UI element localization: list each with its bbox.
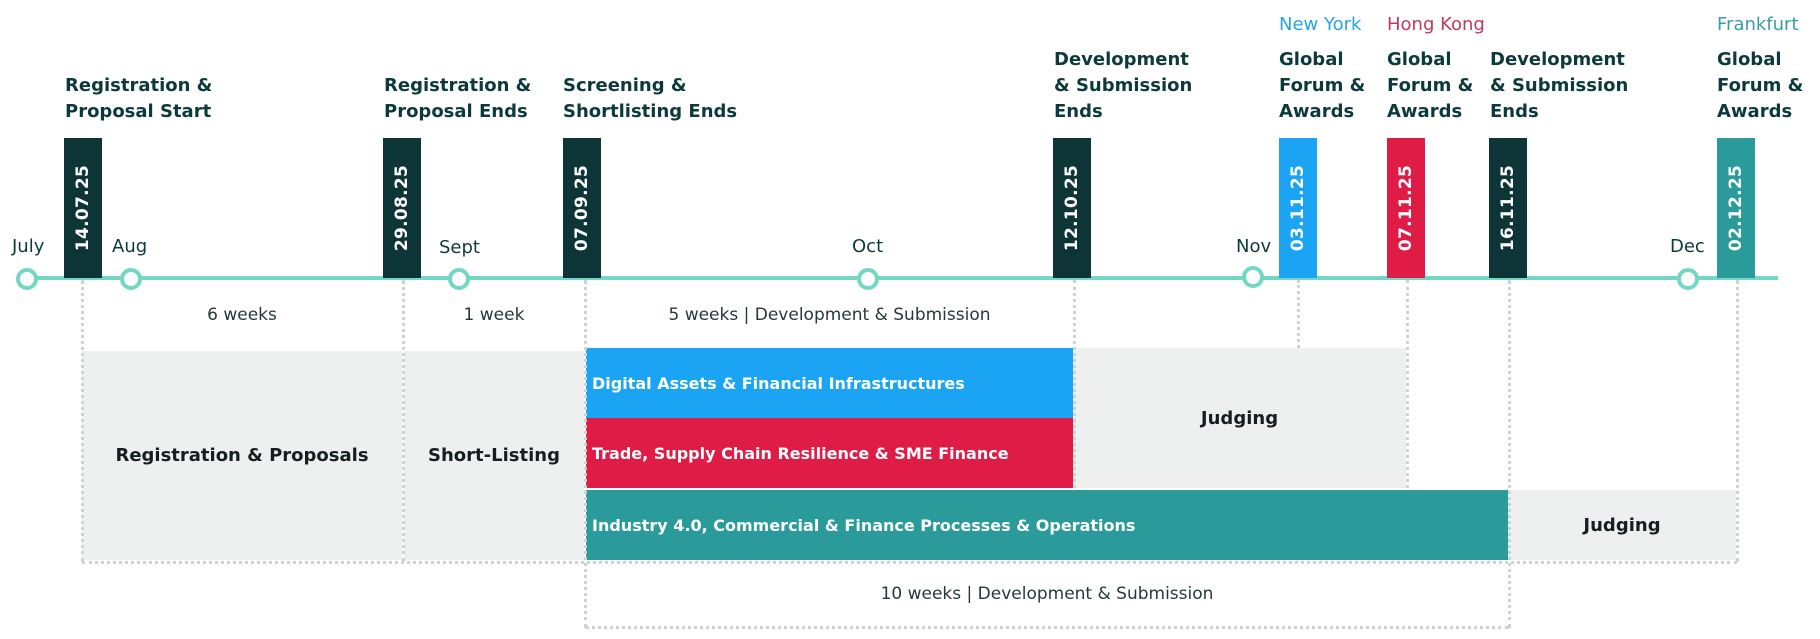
milestone-bar-registration-ends: 29.08.25 [383, 138, 421, 278]
milestone-title-forum-frankfurt: Global Forum & Awards [1717, 49, 1804, 122]
phase-label-judging-2: Judging [1583, 514, 1661, 536]
milestone-title-development-ends-1: Development & Submission Ends [1054, 49, 1193, 122]
month-label-nov: Nov [1236, 236, 1272, 257]
phase-label-registration: Registration & Proposals [115, 445, 369, 466]
duration-shortlisting: 1 week [463, 305, 525, 325]
milestone-bar-development-ends-1: 12.10.25 [1053, 138, 1091, 278]
milestone-title-forum-new-york: Global Forum & Awards [1279, 49, 1366, 122]
month-label-oct: Oct [852, 236, 884, 257]
phase-label-shortlisting: Short-Listing [428, 445, 560, 466]
guide-line [585, 626, 1509, 629]
milestone-date: 07.11.25 [1396, 164, 1417, 252]
city-label-hong-kong: Hong Kong [1387, 14, 1485, 35]
guide-line [82, 561, 1737, 564]
milestone-title-registration-start: Registration & Proposal Start [65, 75, 213, 122]
timeline-line [22, 276, 1778, 280]
duration-registration: 6 weeks [207, 305, 277, 325]
milestone-date: 16.11.25 [1498, 164, 1519, 252]
month-marker-oct [857, 268, 879, 290]
guide-line [1406, 280, 1409, 488]
month-marker-sept [448, 268, 470, 290]
track-industry-4: Industry 4.0, Commercial & Finance Proce… [586, 490, 1508, 560]
phase-shortlisting: Short-Listing [404, 351, 584, 560]
guide-line [584, 280, 587, 628]
guide-line [1508, 280, 1511, 628]
guide-line [1736, 280, 1739, 562]
city-label-frankfurt: Frankfurt [1717, 14, 1799, 35]
guide-line [81, 280, 84, 562]
milestone-bar-development-ends-2: 16.11.25 [1489, 138, 1527, 278]
track-label-trade-supply-chain: Trade, Supply Chain Resilience & SME Fin… [592, 443, 1009, 463]
month-label-july: July [12, 236, 45, 257]
milestone-title-registration-ends: Registration & Proposal Ends [384, 75, 532, 122]
milestone-date: 12.10.25 [1062, 164, 1083, 252]
milestone-title-development-ends-2: Development & Submission Ends [1490, 49, 1629, 122]
milestone-date: 14.07.25 [73, 164, 94, 252]
month-label-aug: Aug [112, 236, 148, 257]
milestone-bar-forum-hong-kong: 07.11.25 [1387, 138, 1425, 278]
track-label-digital-assets: Digital Assets & Financial Infrastructur… [592, 373, 965, 393]
milestone-date: 07.09.25 [572, 164, 593, 252]
phase-label-judging-1: Judging [1200, 407, 1279, 429]
month-marker-nov [1242, 266, 1264, 288]
phase-judging-1: Judging [1073, 348, 1406, 488]
month-marker-july [16, 268, 38, 290]
month-label-dec: Dec [1670, 236, 1705, 257]
guide-line [1297, 280, 1300, 348]
milestone-date: 03.11.25 [1288, 164, 1309, 252]
duration-development-5-weeks: 5 weeks | Development & Submission [668, 305, 991, 325]
milestone-bar-forum-new-york: 03.11.25 [1279, 138, 1317, 278]
guide-line [1073, 280, 1076, 488]
milestone-bar-shortlisting-ends: 07.09.25 [563, 138, 601, 278]
duration-development-10-weeks: 10 weeks | Development & Submission [880, 584, 1214, 604]
city-label-new-york: New York [1279, 14, 1362, 35]
track-label-industry-4: Industry 4.0, Commercial & Finance Proce… [592, 515, 1136, 535]
milestone-title-shortlisting-ends: Screening & Shortlisting Ends [563, 75, 738, 122]
month-label-sept: Sept [439, 237, 480, 258]
track-digital-assets: Digital Assets & Financial Infrastructur… [586, 348, 1073, 418]
month-marker-dec [1677, 268, 1699, 290]
track-trade-supply-chain: Trade, Supply Chain Resilience & SME Fin… [586, 418, 1073, 488]
milestone-date: 29.08.25 [392, 164, 413, 252]
milestone-bar-forum-frankfurt: 02.12.25 [1717, 138, 1755, 278]
milestone-date: 02.12.25 [1726, 164, 1747, 252]
phase-judging-2: Judging [1508, 490, 1736, 560]
milestone-title-forum-hong-kong: Global Forum & Awards [1387, 49, 1474, 122]
guide-line [402, 280, 405, 562]
month-marker-aug [120, 268, 142, 290]
milestone-bar-registration-start: 14.07.25 [64, 138, 102, 278]
phase-registration: Registration & Proposals [82, 351, 402, 560]
